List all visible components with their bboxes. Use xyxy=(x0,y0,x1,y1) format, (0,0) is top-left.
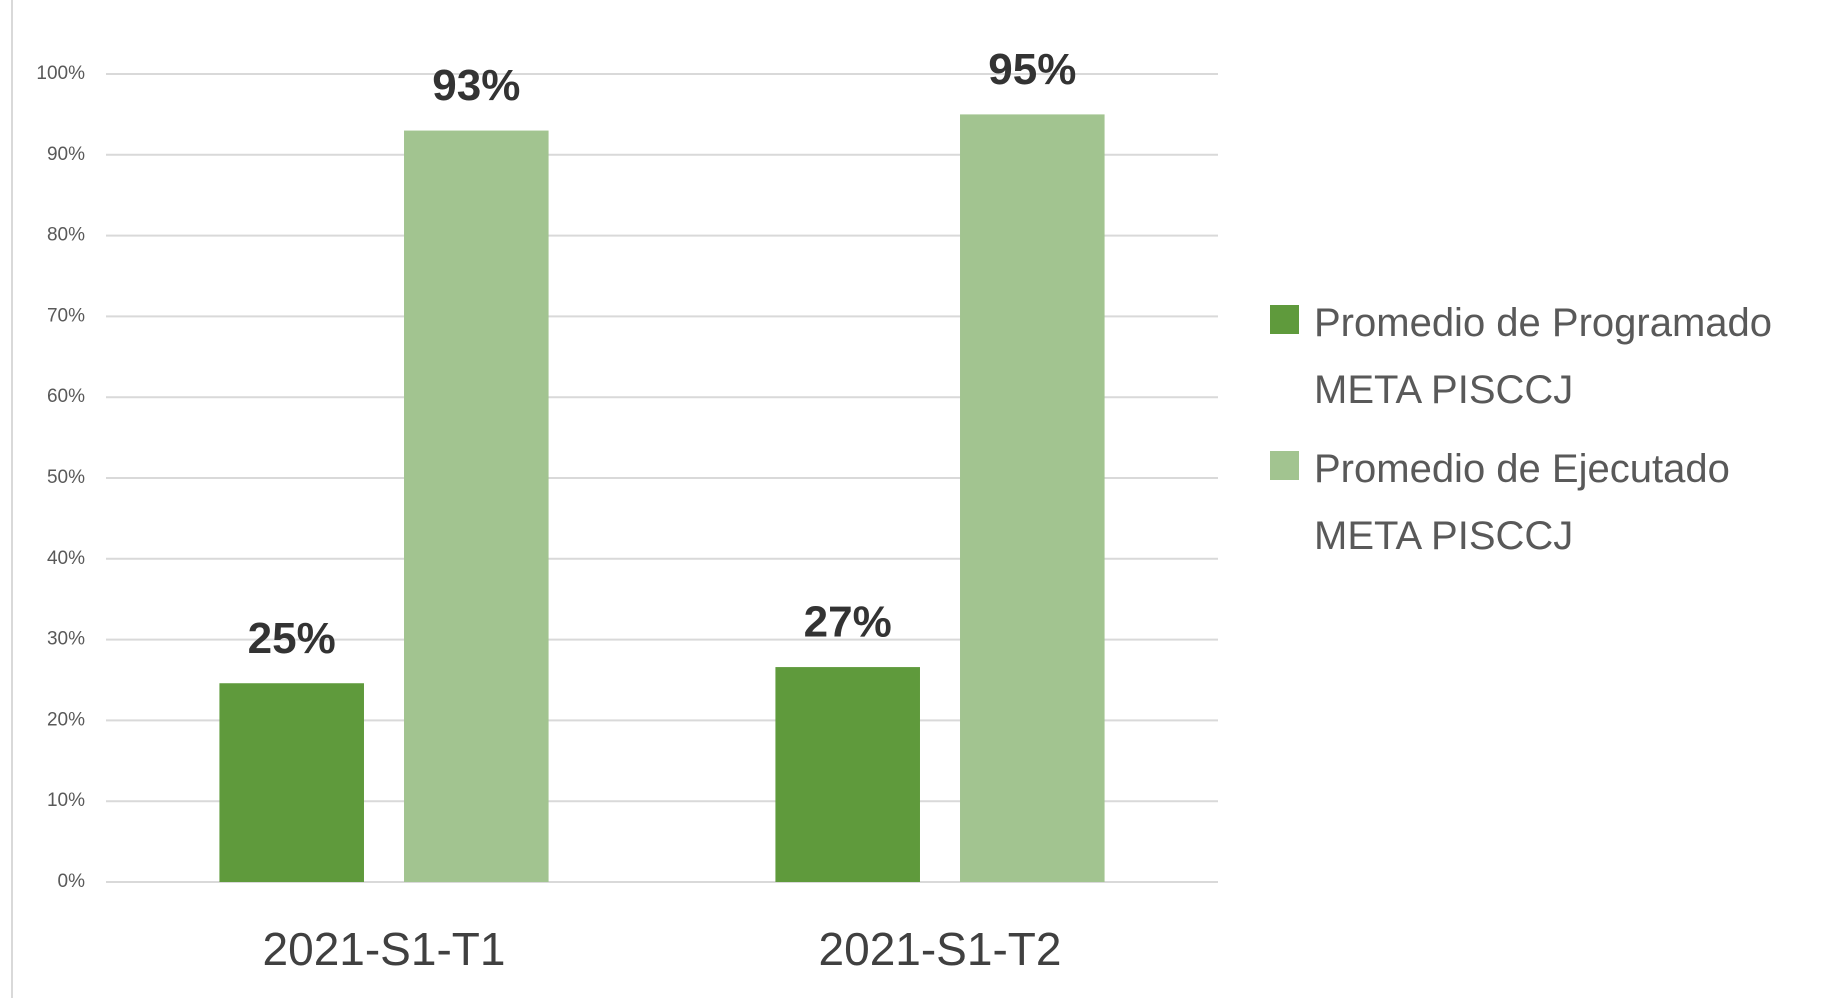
legend-item: Promedio de Programado META PISCCJ xyxy=(1270,290,1830,424)
legend-swatch xyxy=(1270,305,1299,334)
legend-label: Promedio de Programado META PISCCJ xyxy=(1314,301,1773,412)
y-tick-label: 100% xyxy=(36,63,85,84)
bar xyxy=(404,130,549,882)
data-label: 93% xyxy=(432,61,520,110)
y-tick-label: 70% xyxy=(47,305,85,326)
y-tick-label: 20% xyxy=(47,709,85,730)
bar xyxy=(775,667,920,882)
bar xyxy=(960,114,1105,882)
y-tick-label: 90% xyxy=(47,144,85,165)
y-tick-label: 30% xyxy=(47,629,85,650)
y-tick-label: 0% xyxy=(58,871,86,892)
y-tick-label: 60% xyxy=(47,386,85,407)
y-tick-label: 80% xyxy=(47,225,85,246)
legend-swatch xyxy=(1270,451,1299,480)
legend-item: Promedio de Ejecutado META PISCCJ xyxy=(1270,436,1830,570)
legend-label: Promedio de Ejecutado META PISCCJ xyxy=(1314,447,1730,558)
data-label: 27% xyxy=(804,598,892,647)
x-tick-label: 2021-S1-T2 xyxy=(819,923,1062,975)
y-tick-label: 10% xyxy=(47,790,85,811)
y-tick-label: 40% xyxy=(47,548,85,569)
data-label: 25% xyxy=(248,614,336,663)
y-tick-label: 50% xyxy=(47,467,85,488)
legend: Promedio de Programado META PISCCJ Promed… xyxy=(1270,290,1830,582)
x-tick-label: 2021-S1-T1 xyxy=(263,923,506,975)
bar xyxy=(219,683,364,882)
data-label: 95% xyxy=(988,45,1076,94)
